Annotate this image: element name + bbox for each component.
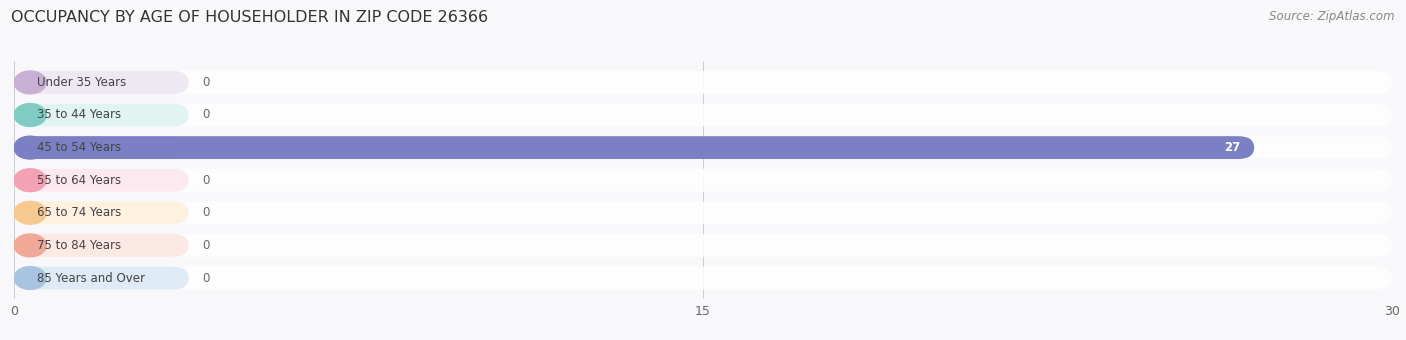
- Text: Source: ZipAtlas.com: Source: ZipAtlas.com: [1270, 10, 1395, 23]
- Circle shape: [14, 136, 46, 159]
- FancyBboxPatch shape: [14, 267, 1392, 289]
- FancyBboxPatch shape: [14, 201, 188, 224]
- FancyBboxPatch shape: [14, 201, 1392, 224]
- Circle shape: [14, 104, 46, 126]
- FancyBboxPatch shape: [14, 104, 188, 126]
- Text: 0: 0: [202, 108, 209, 121]
- Circle shape: [14, 201, 46, 224]
- FancyBboxPatch shape: [14, 267, 188, 289]
- FancyBboxPatch shape: [14, 71, 1392, 94]
- Text: 45 to 54 Years: 45 to 54 Years: [37, 141, 121, 154]
- Text: 0: 0: [202, 272, 209, 285]
- Text: 27: 27: [1225, 141, 1240, 154]
- Text: 0: 0: [202, 76, 209, 89]
- Circle shape: [14, 267, 46, 289]
- FancyBboxPatch shape: [14, 71, 188, 94]
- FancyBboxPatch shape: [14, 169, 188, 192]
- Circle shape: [14, 169, 46, 192]
- Text: 0: 0: [202, 206, 209, 219]
- FancyBboxPatch shape: [14, 234, 188, 257]
- Text: 0: 0: [202, 239, 209, 252]
- FancyBboxPatch shape: [14, 104, 1392, 126]
- Text: 75 to 84 Years: 75 to 84 Years: [37, 239, 121, 252]
- Circle shape: [14, 71, 46, 94]
- Text: 55 to 64 Years: 55 to 64 Years: [37, 174, 121, 187]
- FancyBboxPatch shape: [14, 169, 1392, 192]
- FancyBboxPatch shape: [14, 136, 188, 159]
- FancyBboxPatch shape: [14, 234, 1392, 257]
- Circle shape: [14, 234, 46, 257]
- FancyBboxPatch shape: [14, 136, 1392, 159]
- FancyBboxPatch shape: [14, 136, 1254, 159]
- Text: Under 35 Years: Under 35 Years: [37, 76, 127, 89]
- Text: 0: 0: [202, 174, 209, 187]
- Text: 35 to 44 Years: 35 to 44 Years: [37, 108, 121, 121]
- Text: 65 to 74 Years: 65 to 74 Years: [37, 206, 121, 219]
- Text: OCCUPANCY BY AGE OF HOUSEHOLDER IN ZIP CODE 26366: OCCUPANCY BY AGE OF HOUSEHOLDER IN ZIP C…: [11, 10, 488, 25]
- Text: 85 Years and Over: 85 Years and Over: [37, 272, 145, 285]
